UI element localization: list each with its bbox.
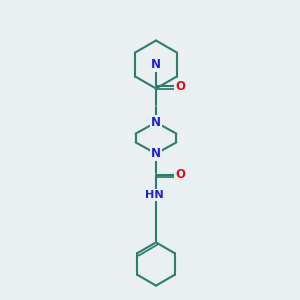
Text: N: N — [151, 116, 161, 129]
Text: N: N — [151, 147, 161, 160]
Text: HN: HN — [145, 190, 164, 200]
Text: O: O — [175, 168, 185, 181]
Text: N: N — [151, 58, 161, 71]
Text: O: O — [175, 80, 185, 93]
